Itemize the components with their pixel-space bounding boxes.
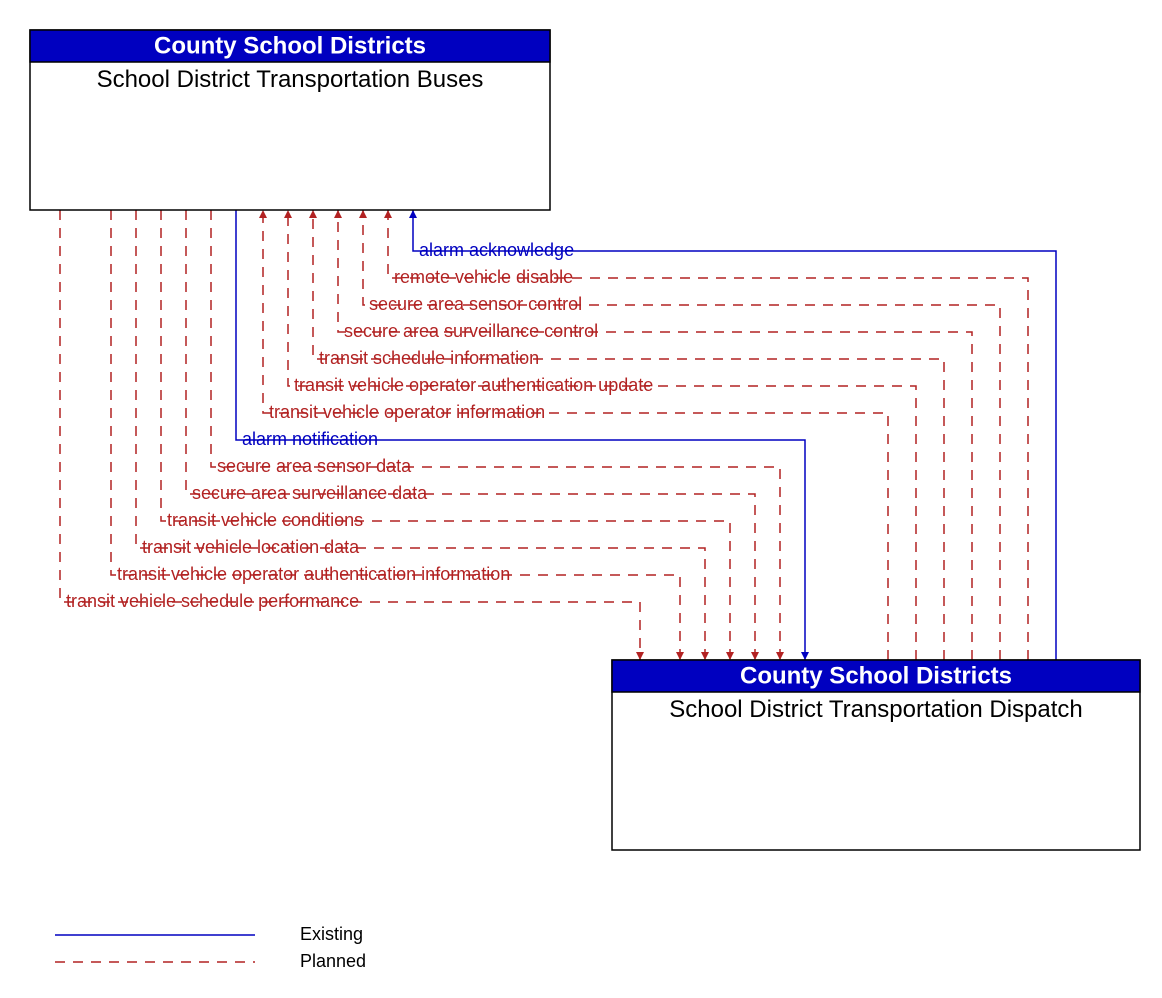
flow-label: secure area surveillance data [192,483,428,503]
flow-label: transit vehicle operator information [269,402,545,422]
legend-label-existing: Existing [300,924,363,944]
flow-label: alarm acknowledge [419,240,574,260]
flow-label: alarm notification [242,429,378,449]
flow-label: secure area sensor control [369,294,582,314]
flow-line [288,210,916,660]
flow-label: transit vehicle location data [142,537,360,557]
entity-header-dispatch: County School Districts [740,662,1012,689]
flow-label: secure area sensor data [217,456,412,476]
entity-box-dispatch: County School Districts School District T… [612,660,1140,850]
entity-header-buses: County School Districts [154,32,426,59]
flow-label: secure area surveillance control [344,321,598,341]
entity-body-buses: School District Transportation Buses [97,66,484,93]
flow-label: transit vehicle operator authentication … [294,375,653,395]
entity-body-dispatch: School District Transportation Dispatch [669,696,1083,723]
flow-label: transit schedule information [319,348,539,368]
flow-label: remote vehicle disable [394,267,573,287]
entity-box-buses: County School Districts School District T… [30,30,550,210]
flow-label: transit vehicle conditions [167,510,363,530]
legend-label-planned: Planned [300,951,366,971]
flow-label: transit vehicle operator authentication … [117,564,510,584]
flow-diagram: alarm acknowledge remote vehicle disable s… [0,0,1162,998]
flow-label: transit vehicle schedule performance [66,591,359,611]
